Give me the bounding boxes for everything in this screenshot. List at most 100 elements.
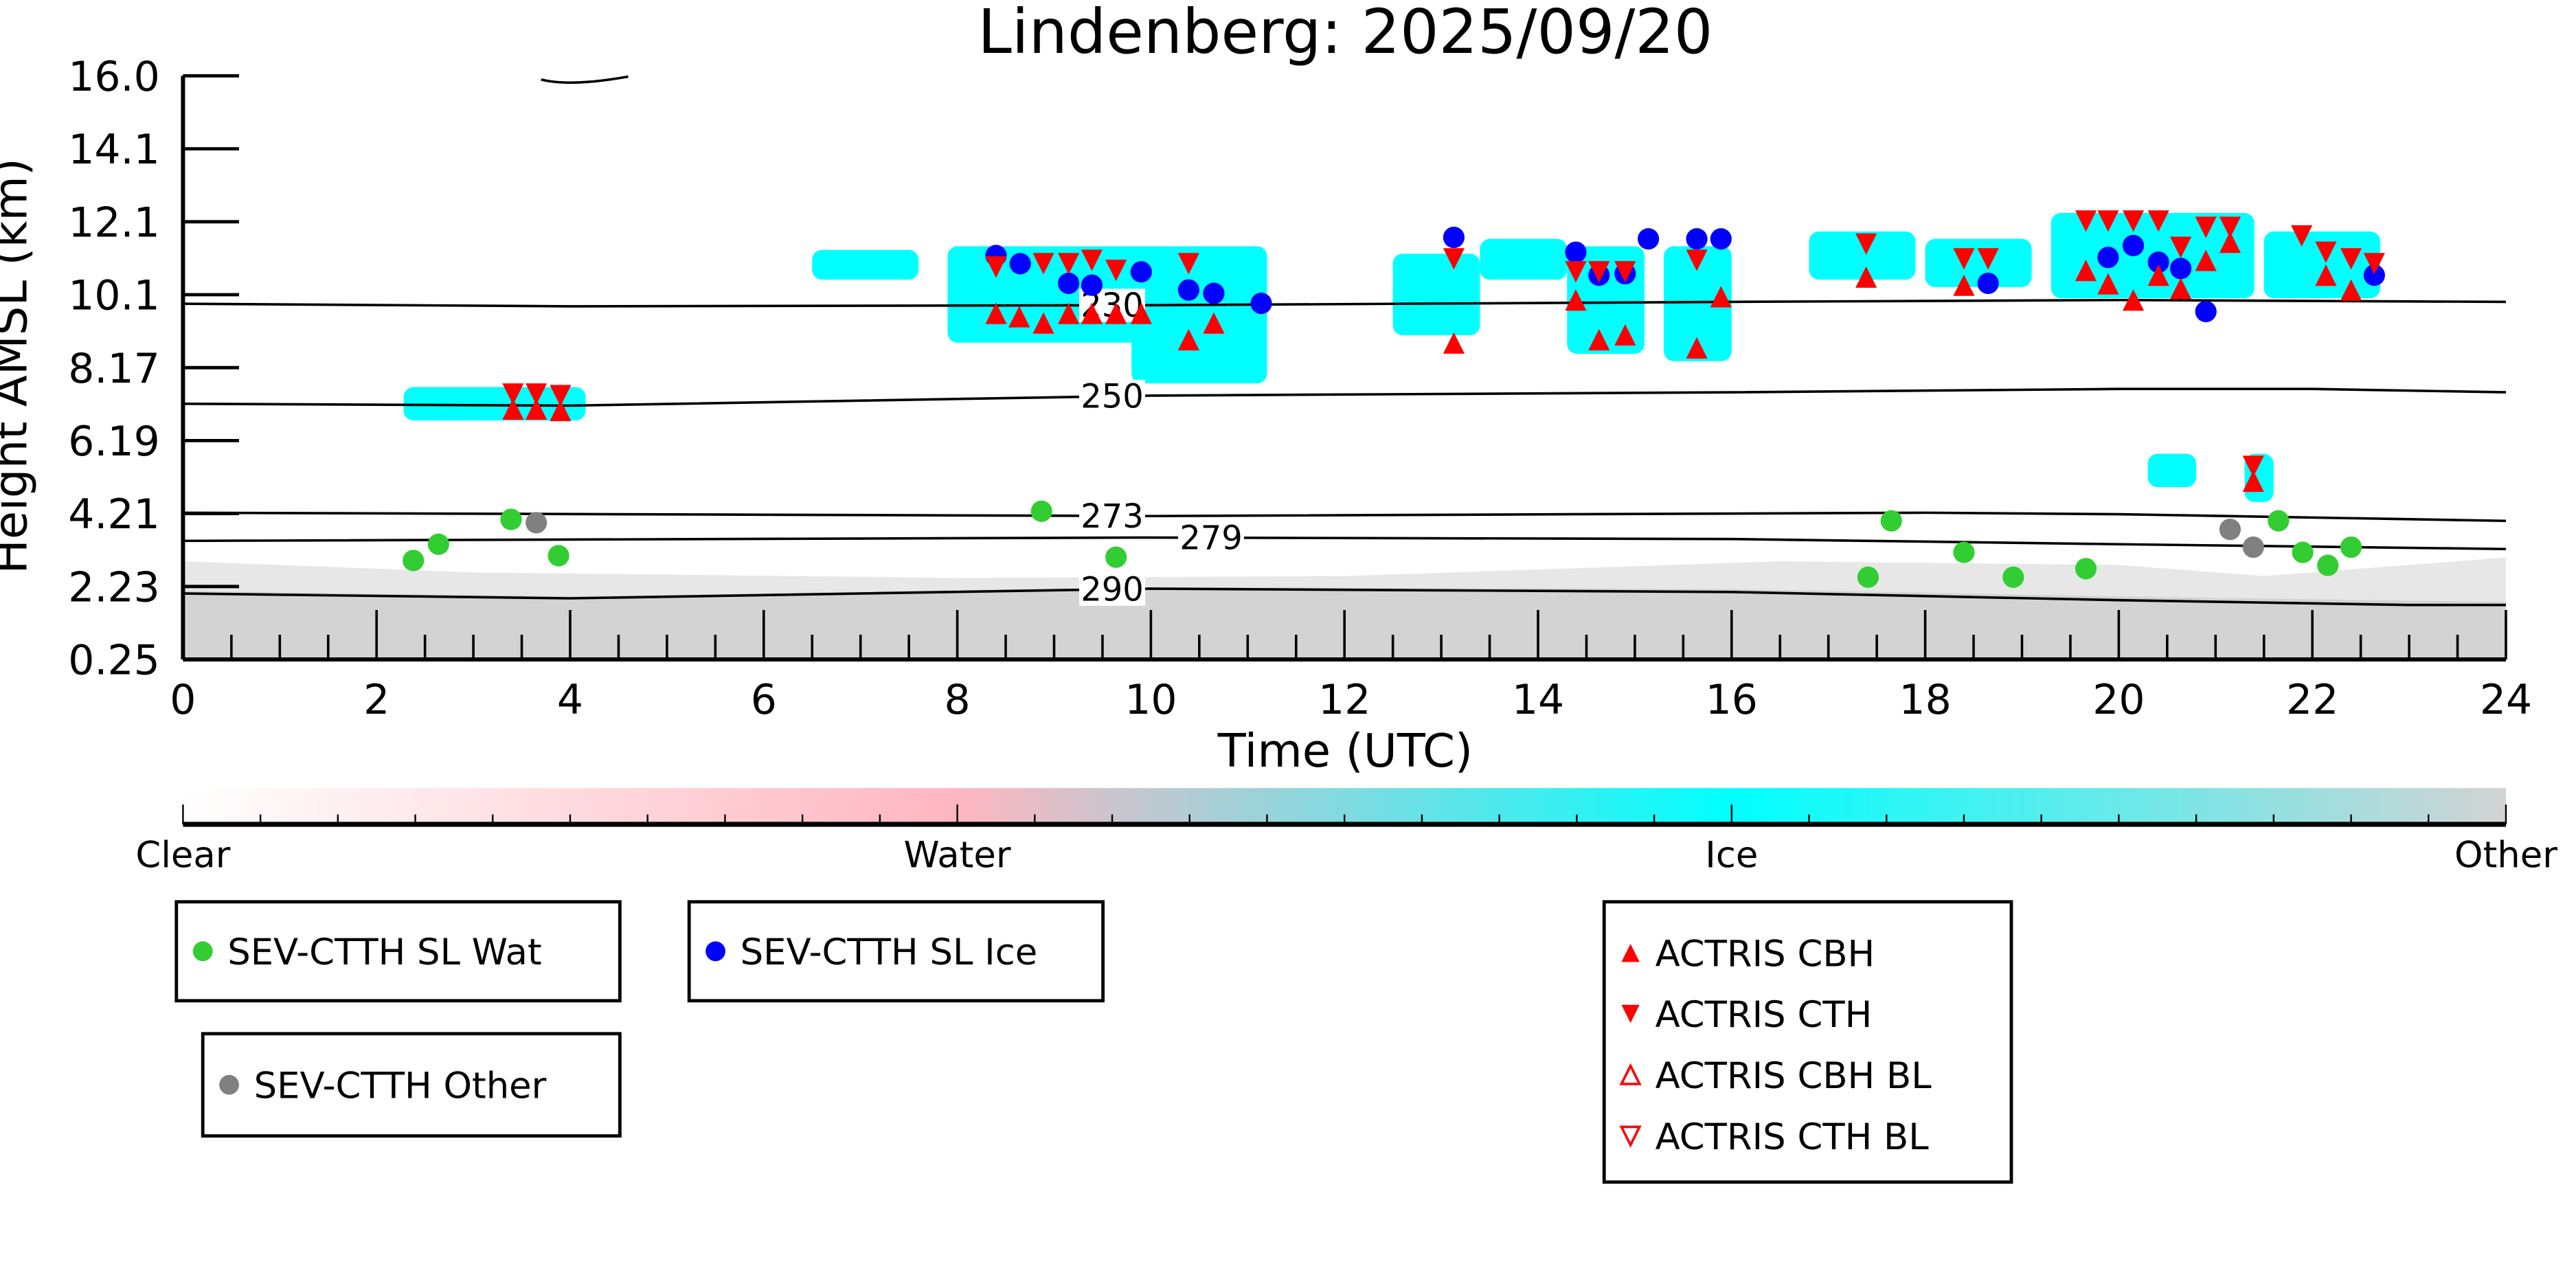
actris-cth-point bbox=[1565, 261, 1587, 283]
actris-cbh-point bbox=[2122, 289, 2145, 311]
legend-marker-triangle-up-open-icon bbox=[1619, 1063, 1642, 1085]
actris-cbh-point bbox=[1203, 312, 1225, 334]
legend-box: SEV-CTTH SL Ice bbox=[687, 900, 1105, 1003]
x-tick-label: 10 bbox=[1125, 676, 1177, 724]
actris-cth-point bbox=[1105, 260, 1127, 282]
actris-cth-point bbox=[550, 385, 572, 407]
sev-ctth-sl-wat-point bbox=[1030, 500, 1052, 522]
cloud-mask-ice bbox=[812, 249, 919, 280]
sev-ctth-sl-wat-point bbox=[403, 550, 425, 572]
x-tick-label: 22 bbox=[2286, 676, 2338, 724]
sev-ctth-sl-wat-point bbox=[2268, 510, 2290, 532]
legend-label: ACTRIS CTH bbox=[1656, 994, 1873, 1036]
sev-ctth-sl-ice-point bbox=[1638, 228, 1660, 250]
y-tick-label: 12.1 bbox=[68, 199, 160, 247]
sev-ctth-sl-ice-point bbox=[1177, 279, 1199, 301]
y-axis-label: Height AMSL (km) bbox=[0, 158, 37, 574]
actris-cbh-point bbox=[2315, 264, 2337, 286]
cloud-mask-ice bbox=[2263, 231, 2380, 299]
actris-cth-point bbox=[1977, 248, 1999, 270]
sev-ctth-sl-wat-point bbox=[2317, 554, 2339, 576]
sev-ctth-sl-ice-point bbox=[1443, 226, 1465, 249]
actris-cbh-point bbox=[1565, 289, 1587, 311]
x-axis-label: Time (UTC) bbox=[1217, 724, 1473, 778]
isotherm-label: 279 bbox=[1179, 519, 1243, 558]
actris-cth-point bbox=[1614, 261, 1636, 283]
sev-ctth-sl-ice-point bbox=[1058, 272, 1080, 295]
x-tick-label: 12 bbox=[1318, 676, 1370, 724]
legend-box: ACTRIS CBH ACTRIS CTH ACTRIS CBH BL ACTRIS … bbox=[1602, 900, 2013, 1184]
actris-cth-point bbox=[1081, 249, 1103, 271]
legend-marker-triangle-down-icon bbox=[1621, 1004, 1640, 1024]
x-tick-label: 14 bbox=[1512, 676, 1564, 724]
cloud-mask-ice bbox=[1664, 246, 1732, 361]
sev-ctth-sl-wat-point bbox=[1953, 541, 1975, 563]
sev-ctth-sl-ice-point bbox=[2195, 300, 2217, 323]
actris-cbh-point bbox=[1953, 274, 1975, 296]
actris-cth-point bbox=[2097, 210, 2119, 232]
actris-cbh-point bbox=[1443, 332, 1465, 354]
x-tick-label: 20 bbox=[2092, 676, 2145, 724]
colorbar-label: Clear bbox=[135, 834, 230, 876]
actris-cbh-point bbox=[1710, 286, 1732, 308]
isotherm-line bbox=[183, 298, 2507, 308]
sev-ctth-sl-ice-point bbox=[2363, 264, 2385, 286]
plot-area: 2302502732792900.252.234.216.198.1710.11… bbox=[68, 53, 2532, 724]
y-tick-label: 10.1 bbox=[68, 272, 160, 320]
sev-ctth-sl-wat-point bbox=[2075, 558, 2097, 580]
sev-ctth-sl-wat-point bbox=[1105, 546, 1127, 568]
sev-ctth-other-point bbox=[2219, 519, 2241, 541]
actris-cbh-point bbox=[1081, 302, 1103, 324]
y-tick-label: 16.0 bbox=[68, 53, 160, 101]
actris-cth-point bbox=[2219, 216, 2241, 238]
cloud-mask-ice bbox=[1925, 238, 2032, 287]
legend-marker-triangle-up-icon bbox=[1621, 944, 1640, 962]
isotherm-label-bg bbox=[1079, 379, 1146, 413]
actris-cth-point bbox=[2242, 455, 2264, 477]
actris-cbh-point bbox=[985, 302, 1007, 324]
sev-ctth-sl-ice-point bbox=[2097, 247, 2119, 269]
actris-cth-point bbox=[1032, 253, 1054, 275]
x-tick-label: 16 bbox=[1706, 676, 1758, 724]
legend-box: SEV-CTTH Other bbox=[201, 1032, 622, 1138]
isotherm-label-bg bbox=[1178, 521, 1245, 554]
actris-cbh-point bbox=[2219, 231, 2241, 253]
sev-ctth-sl-wat-point bbox=[2340, 536, 2362, 558]
legend-marker-triangle-down-open-icon bbox=[1619, 1125, 1642, 1148]
legend-label: SEV-CTTH SL Ice bbox=[741, 931, 1038, 973]
sev-ctth-sl-ice-point bbox=[1565, 241, 1587, 263]
actris-cbh-point bbox=[2169, 278, 2192, 300]
legend-label: ACTRIS CBH BL bbox=[1656, 1055, 1932, 1097]
actris-cbh-point bbox=[1058, 302, 1080, 324]
sev-ctth-sl-ice-point bbox=[1130, 261, 1152, 283]
x-tick-label: 6 bbox=[751, 676, 777, 724]
y-tick-label: 2.23 bbox=[68, 563, 160, 611]
sev-ctth-other-point bbox=[2242, 536, 2264, 558]
sev-ctth-sl-wat-point bbox=[500, 508, 522, 530]
sev-ctth-sl-ice-point bbox=[1203, 282, 1225, 304]
isotherm-line bbox=[183, 587, 2506, 607]
colorbar-label: Water bbox=[904, 834, 1011, 876]
actris-cth-point bbox=[1588, 261, 1610, 283]
actris-cbh-point bbox=[1855, 266, 1877, 288]
isotherm-label-bg bbox=[1079, 499, 1146, 533]
actris-cth-point bbox=[2169, 236, 2192, 258]
colorbar-label: Ice bbox=[1705, 834, 1758, 876]
actris-cbh-point bbox=[1686, 337, 1708, 359]
actris-cth-point bbox=[2340, 248, 2362, 270]
legend-frame bbox=[174, 900, 622, 1003]
actris-cbh-point bbox=[2075, 260, 2097, 282]
actris-cbh-point bbox=[1177, 328, 1199, 351]
sev-ctth-sl-ice-point bbox=[2122, 234, 2145, 257]
legend-marker-circle-icon bbox=[192, 941, 213, 962]
sev-ctth-sl-ice-point bbox=[1710, 228, 1732, 250]
sev-ctth-sl-ice-point bbox=[1250, 293, 1272, 315]
actris-cth-point bbox=[526, 383, 547, 405]
isotherm-label: 290 bbox=[1081, 571, 1144, 609]
x-tick-label: 8 bbox=[945, 676, 971, 724]
legend-frame bbox=[687, 900, 1105, 1003]
x-tick-label: 24 bbox=[2480, 676, 2532, 724]
isotherm-line bbox=[183, 387, 2507, 407]
actris-cbh-point bbox=[2195, 249, 2217, 271]
